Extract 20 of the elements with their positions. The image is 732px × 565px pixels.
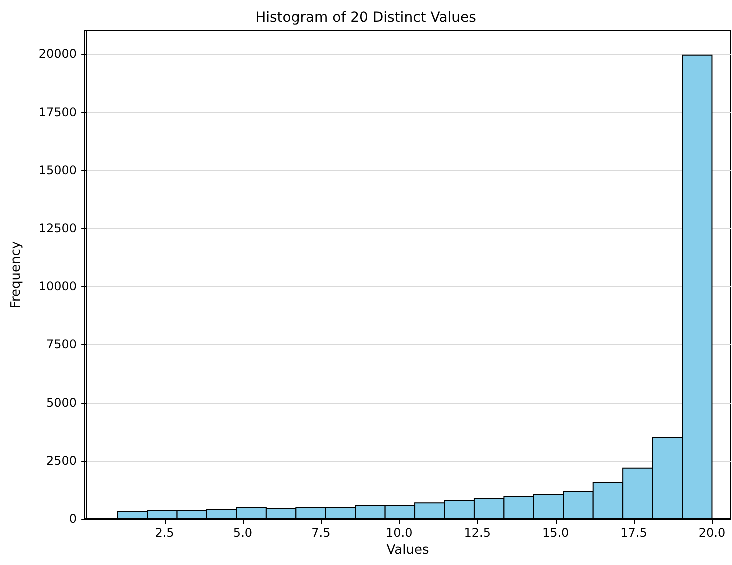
x-tick-label: 15.0	[542, 526, 570, 540]
y-tick-label: 17500	[38, 105, 77, 120]
y-tick-label: 15000	[38, 163, 77, 178]
y-tick-label: 20000	[38, 47, 77, 62]
x-tick-label: 17.5	[620, 526, 648, 540]
x-tick-label: 2.5	[155, 526, 174, 540]
y-tick-label: 0	[69, 512, 77, 526]
x-axis-title: Values	[386, 542, 430, 558]
y-tick-label: 5000	[46, 396, 77, 410]
x-tick-label: 10.0	[386, 526, 413, 540]
y-axis-title: Frequency	[9, 241, 24, 309]
y-tick-label: 12500	[38, 222, 77, 236]
x-tick-label: 7.5	[312, 526, 331, 540]
x-tick-label: 20.0	[698, 526, 726, 540]
x-tick-label: 5.0	[233, 526, 253, 540]
y-tick-label: 2500	[46, 454, 77, 468]
x-tick-label: 12.5	[464, 526, 491, 540]
y-tick-label: 7500	[46, 338, 77, 352]
y-tick-label: 10000	[38, 280, 77, 294]
chart-title: Histogram of 20 Distinct Values	[256, 10, 476, 26]
